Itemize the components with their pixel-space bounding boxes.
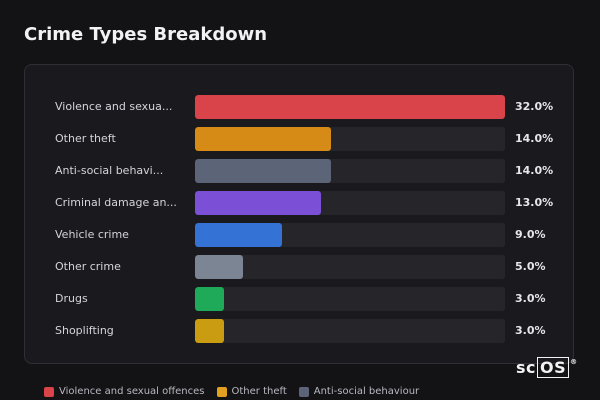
legend-label: Violence and sexual offences xyxy=(59,386,205,397)
scos-logo: sc OS ® xyxy=(516,357,578,378)
bar xyxy=(195,191,321,215)
legend-swatch xyxy=(44,386,54,397)
bar-row: Other theft 14.0% xyxy=(55,127,555,151)
bar-category-label: Anti-social behavi... xyxy=(55,164,164,177)
bar-row: Anti-social behavi... 14.0% xyxy=(55,159,555,183)
legend-item: Other theft xyxy=(216,386,287,397)
bar-category-label: Other theft xyxy=(55,132,116,145)
bar-value-label: 32.0% xyxy=(515,100,554,113)
bar xyxy=(195,159,331,183)
bar-value-label: 3.0% xyxy=(515,292,546,305)
bar-category-label: Other crime xyxy=(55,260,121,273)
legend-swatch xyxy=(216,386,227,397)
bar xyxy=(195,95,505,119)
legend-label: Other theft xyxy=(231,386,287,397)
bar-value-label: 14.0% xyxy=(515,164,554,177)
bar xyxy=(195,255,243,279)
bar-value-label: 9.0% xyxy=(515,228,546,241)
bar-value-label: 5.0% xyxy=(515,260,546,273)
bar-row: Criminal damage an... 13.0% xyxy=(55,191,555,215)
bar-category-label: Violence and sexua... xyxy=(55,100,173,113)
bar xyxy=(195,127,331,151)
bar-track xyxy=(195,319,505,343)
bar-track xyxy=(195,127,505,151)
bar-track xyxy=(195,159,505,183)
bar-row: Drugs 3.0% xyxy=(55,287,555,311)
logo-sc: sc xyxy=(516,358,537,377)
bar-track xyxy=(195,95,505,119)
bar-track xyxy=(195,223,505,247)
bar-track xyxy=(195,255,505,279)
bar-value-label: 13.0% xyxy=(515,196,554,209)
bar-category-label: Shoplifting xyxy=(55,324,114,337)
bar xyxy=(195,319,224,343)
bar-row: Violence and sexua... 32.0% xyxy=(55,95,555,119)
bar-track xyxy=(195,191,505,215)
legend-swatch xyxy=(298,386,309,397)
chart-legend: Violence and sexual offences Other theft A… xyxy=(44,386,419,397)
bar xyxy=(195,223,282,247)
bar-category-label: Criminal damage an... xyxy=(55,196,177,209)
bar xyxy=(195,287,224,311)
legend-label: Anti-social behaviour xyxy=(313,386,420,397)
bar-category-label: Drugs xyxy=(55,292,88,305)
legend-item: Violence and sexual offences xyxy=(44,386,205,397)
bar-value-label: 3.0% xyxy=(515,324,546,337)
logo-registered-mark: ® xyxy=(570,358,578,366)
bar-row: Shoplifting 3.0% xyxy=(55,319,555,343)
logo-os: OS xyxy=(537,357,570,378)
bar-track xyxy=(195,287,505,311)
legend-item: Anti-social behaviour xyxy=(298,386,420,397)
chart-card: Violence and sexua... 32.0% Other theft 14.… xyxy=(24,64,574,364)
bar-row: Vehicle crime 9.0% xyxy=(55,223,555,247)
bar-value-label: 14.0% xyxy=(515,132,554,145)
bar-row: Other crime 5.0% xyxy=(55,255,555,279)
chart-title: Crime Types Breakdown xyxy=(24,24,268,45)
bar-category-label: Vehicle crime xyxy=(55,228,129,241)
